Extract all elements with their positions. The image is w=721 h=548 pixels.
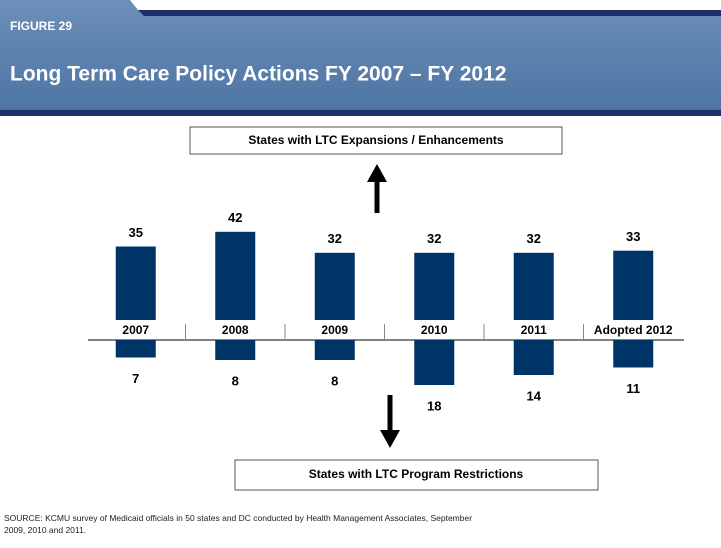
value-label: 33 bbox=[626, 229, 640, 244]
x-tick-label: Adopted 2012 bbox=[594, 323, 673, 337]
bar-up bbox=[314, 252, 355, 320]
header-strip bbox=[130, 0, 721, 10]
x-tick-label: 2010 bbox=[421, 323, 448, 337]
arrow-down-head bbox=[380, 430, 400, 448]
bar-up bbox=[613, 250, 654, 320]
legend-box-up bbox=[189, 126, 563, 155]
value-label: 35 bbox=[129, 225, 143, 240]
value-label: 32 bbox=[427, 231, 441, 246]
bar-up bbox=[513, 252, 554, 320]
x-tick-label: 2011 bbox=[521, 323, 547, 337]
legend-box-down bbox=[234, 459, 599, 491]
bar-down bbox=[414, 340, 455, 385]
value-label: 8 bbox=[232, 373, 239, 388]
legend-up: States with LTC Expansions / Enhancement… bbox=[248, 133, 503, 147]
bar-down bbox=[115, 340, 156, 358]
bar-down bbox=[613, 340, 654, 368]
value-label: 14 bbox=[527, 388, 542, 403]
value-label: 8 bbox=[331, 373, 338, 388]
value-label: 7 bbox=[132, 371, 139, 386]
bar-down bbox=[215, 340, 256, 360]
bar-up bbox=[115, 246, 156, 320]
bar-up bbox=[414, 252, 455, 320]
bar-down bbox=[513, 340, 554, 375]
header-bottom-line bbox=[0, 110, 721, 116]
bar-down bbox=[314, 340, 355, 360]
x-tick-label: 2008 bbox=[222, 323, 249, 337]
value-label: 42 bbox=[228, 210, 242, 225]
value-label: 11 bbox=[626, 381, 640, 396]
value-label: 32 bbox=[527, 231, 541, 246]
chart-title: Long Term Care Policy Actions FY 2007 – … bbox=[10, 63, 506, 86]
x-tick-label: 2009 bbox=[321, 323, 348, 337]
header-background bbox=[0, 0, 721, 116]
arrow-up-head bbox=[367, 164, 387, 182]
header-stripe bbox=[138, 10, 721, 16]
source-note: SOURCE: KCMU survey of Medicaid official… bbox=[4, 513, 473, 535]
figure-label: FIGURE 29 bbox=[10, 19, 72, 33]
value-label: 18 bbox=[427, 398, 441, 413]
x-tick-label: 2007 bbox=[122, 323, 149, 337]
bar-up bbox=[215, 231, 256, 320]
legend-down: States with LTC Program Restrictions bbox=[309, 467, 524, 481]
value-label: 32 bbox=[328, 231, 342, 246]
